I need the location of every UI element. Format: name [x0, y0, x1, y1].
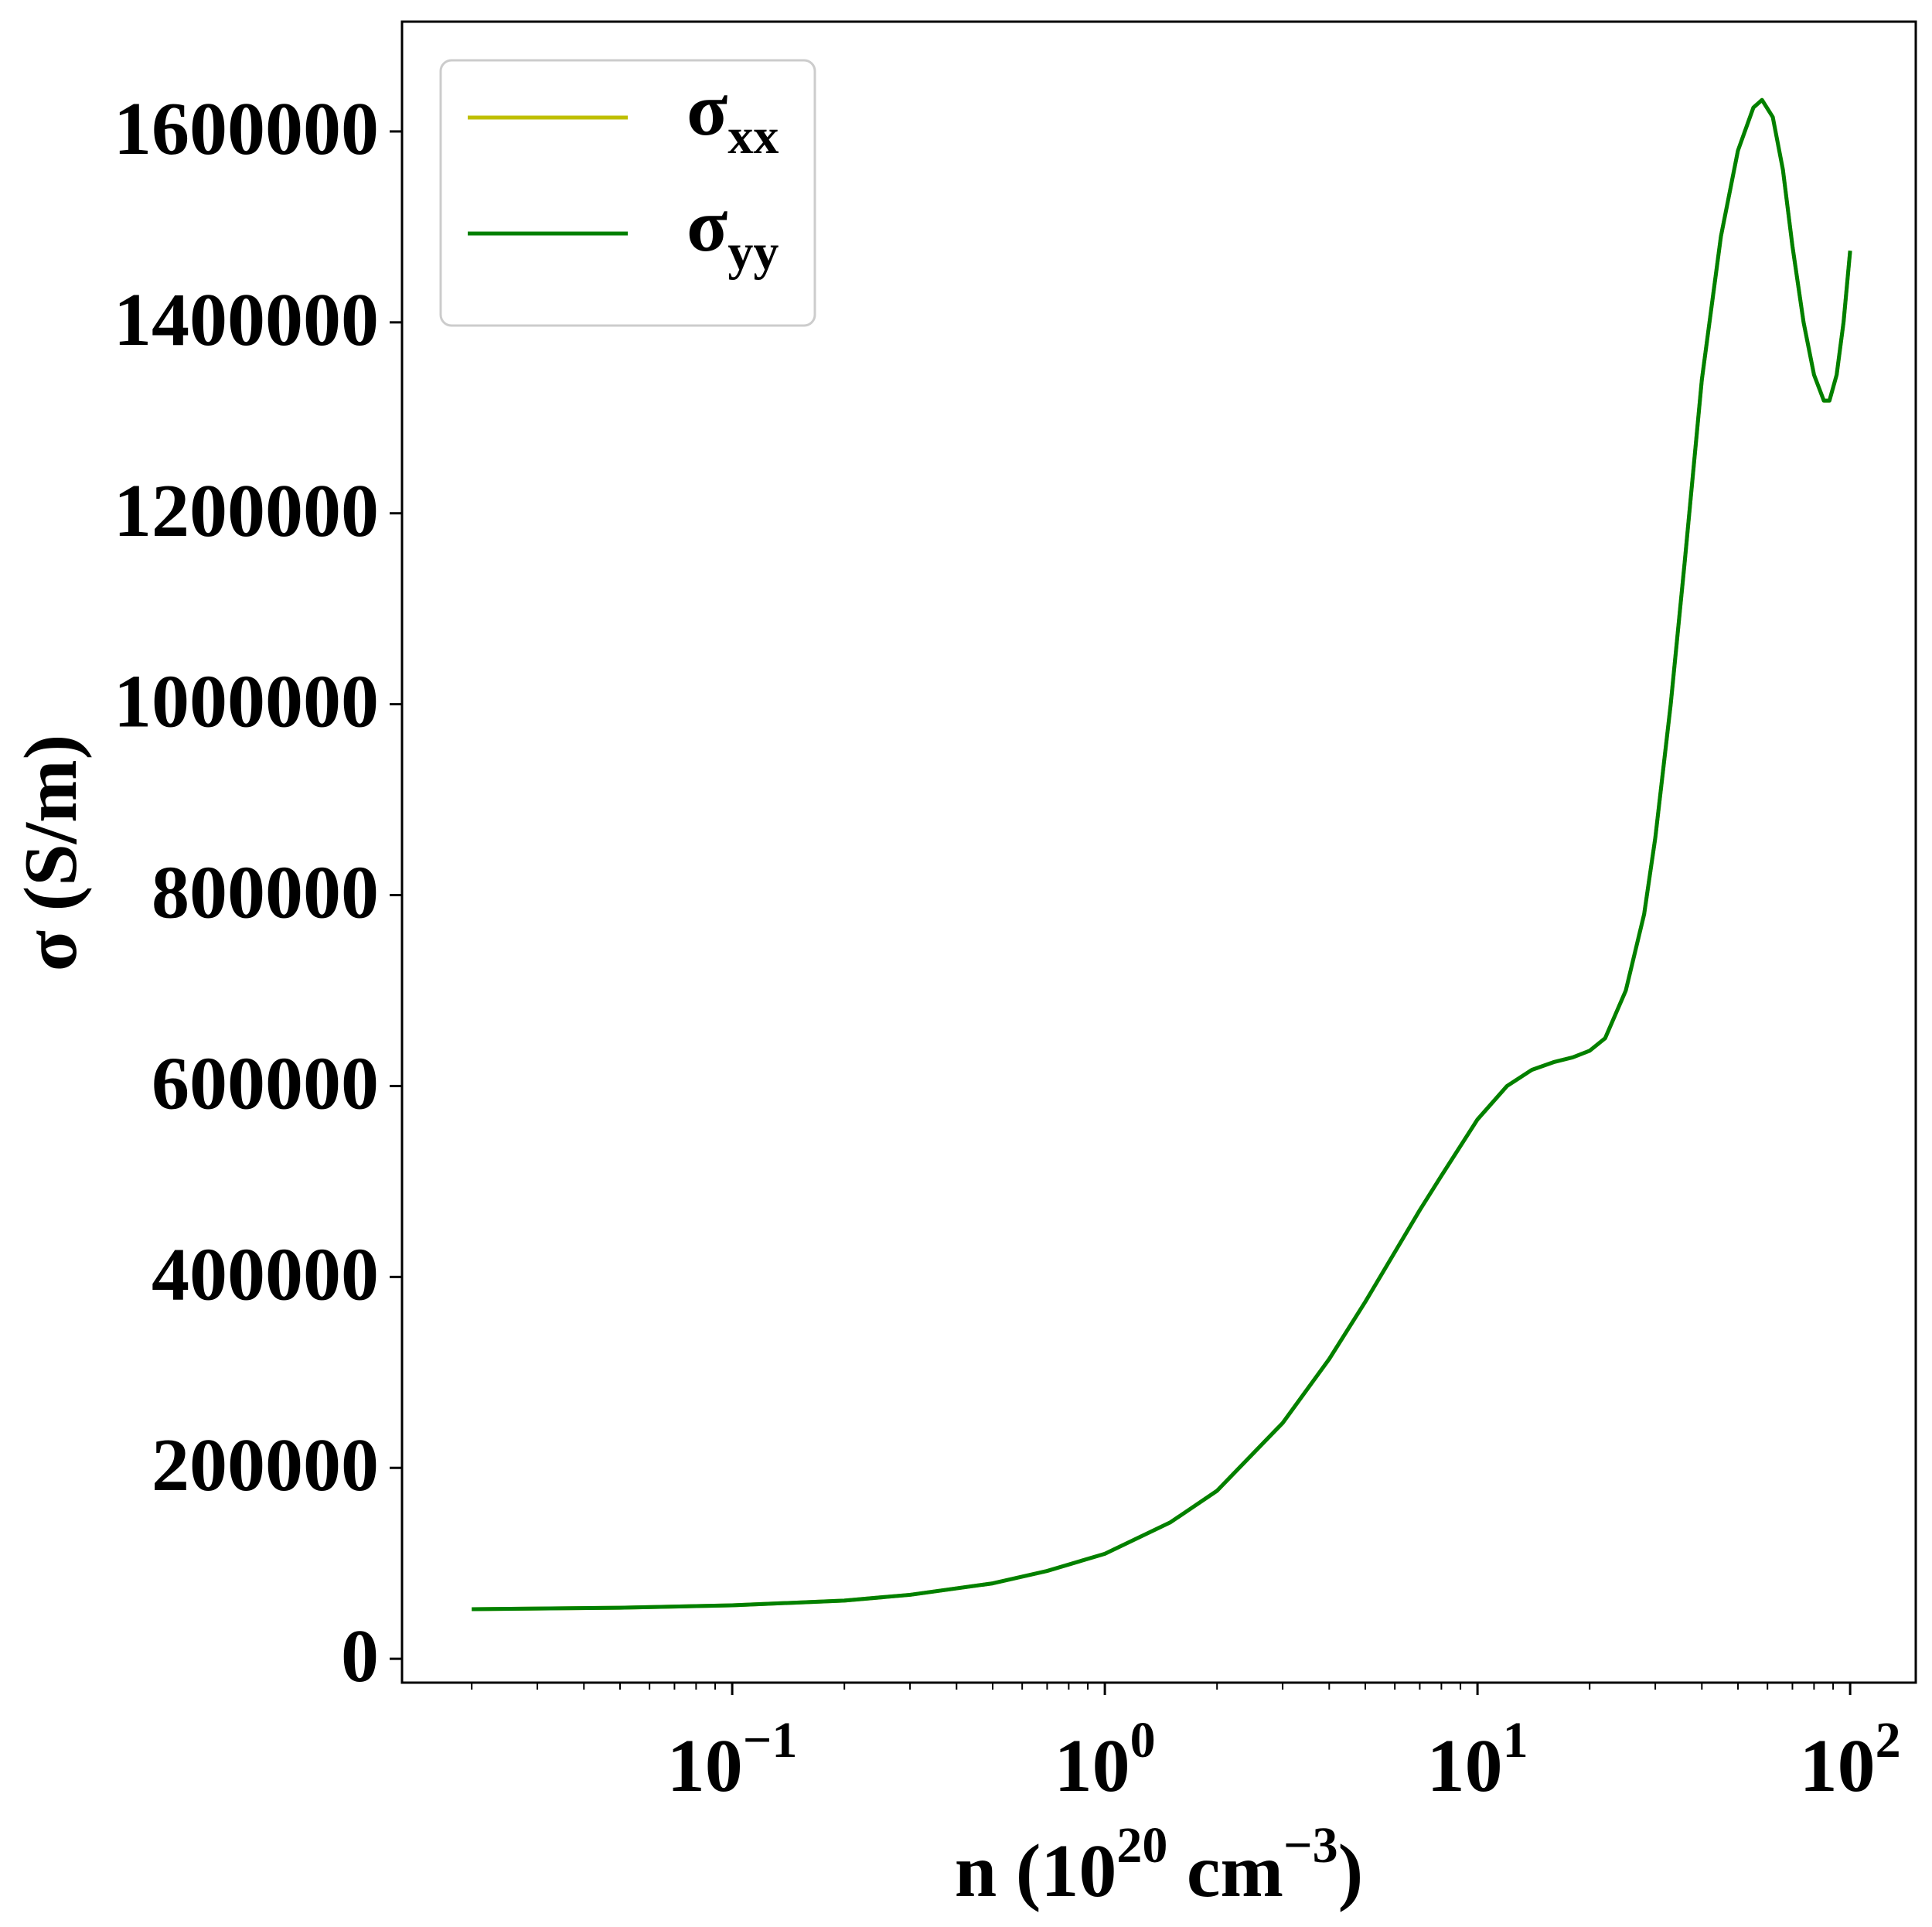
axis-titles: n (1020 cm−3) σ (S/m)	[9, 735, 1363, 1913]
series-line-yy	[472, 97, 1852, 1612]
axes-layer: 0 200000 400000 600000 800000 1000000 1200000 1…	[114, 20, 1917, 1808]
y-tick-label: 600000	[152, 1042, 379, 1125]
y-tick-label: 1600000	[114, 87, 379, 171]
y-tick-label: 1000000	[114, 660, 379, 744]
x-tick-label: 100	[1055, 1712, 1156, 1808]
legend-label-yy: σyy	[687, 184, 779, 281]
y-tick-label: 1200000	[114, 469, 379, 553]
x-axis-title: n (1020 cm−3)	[955, 1817, 1364, 1913]
series-layer	[472, 97, 1852, 1612]
x-tick-label: 101	[1427, 1712, 1528, 1808]
y-tick-label: 0	[341, 1615, 379, 1698]
x-tick-label: 10−1	[667, 1712, 798, 1808]
legend: σxx σyy	[439, 59, 816, 327]
y-tick-label: 1400000	[114, 278, 379, 362]
axes-frame	[400, 20, 1917, 1684]
y-tick-label: 200000	[152, 1424, 379, 1507]
y-tick-label: 800000	[152, 851, 379, 935]
x-tick-label: 102	[1800, 1712, 1901, 1808]
legend-box	[439, 59, 816, 327]
y-axis-title: σ (S/m)	[9, 735, 93, 971]
y-tick-label: 400000	[152, 1233, 379, 1316]
legend-label-xx: σxx	[687, 68, 779, 165]
